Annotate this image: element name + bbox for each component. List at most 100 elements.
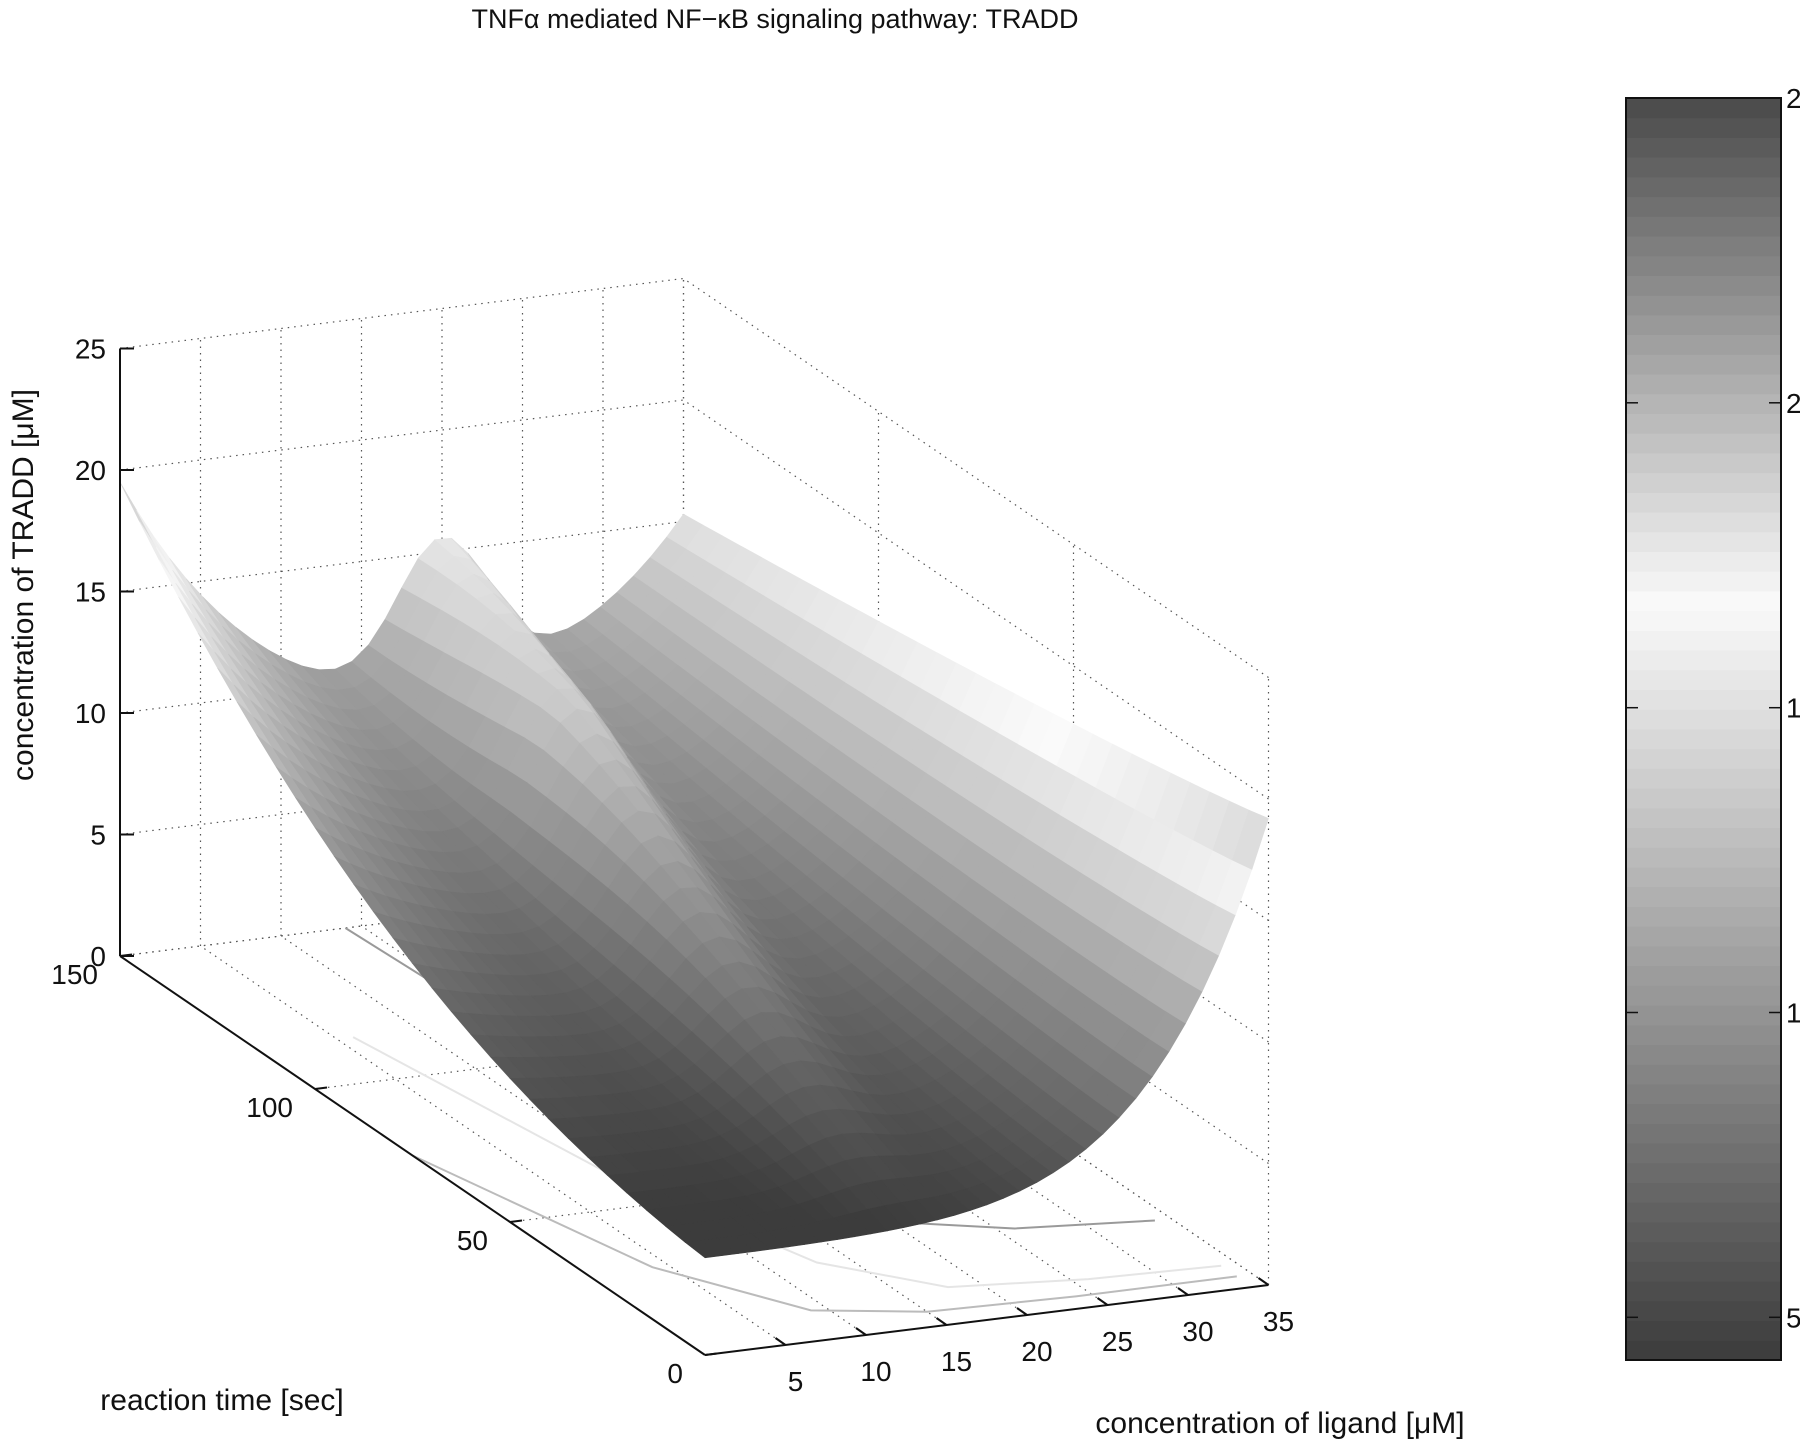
x-tick-mark <box>119 953 133 957</box>
y-tick-label: 30 <box>1182 1316 1213 1347</box>
colorbar-band <box>1626 1300 1781 1321</box>
colorbar-tick-label: 20 <box>1786 388 1800 419</box>
x-tick-label: 150 <box>51 959 98 990</box>
contour-line <box>412 1154 1237 1313</box>
colorbar-band <box>1626 216 1781 237</box>
colorbar-ticks: 5 10 15 20 25 <box>1626 83 1800 1333</box>
colorbar-tick-label: 10 <box>1786 998 1800 1029</box>
colorbar-band <box>1626 433 1781 454</box>
y-axis-label: concentration of ligand [μM] <box>1095 1407 1464 1440</box>
colorbar-band <box>1626 748 1781 769</box>
colorbar-band <box>1626 1340 1781 1361</box>
colorbar-band <box>1626 98 1781 119</box>
colorbar-band <box>1626 886 1781 907</box>
z-tick-label: 10 <box>75 698 106 729</box>
colorbar-band <box>1626 1005 1781 1026</box>
y-tick-mark <box>1177 1287 1189 1296</box>
z-tick-label: 20 <box>75 455 106 486</box>
grid-line <box>683 399 1269 800</box>
y-tick-label: 5 <box>788 1366 804 1397</box>
colorbar-band <box>1626 906 1781 927</box>
grid-line <box>441 915 1028 1316</box>
colorbar-band <box>1626 689 1781 710</box>
colorbar-band <box>1626 512 1781 533</box>
surface-patch <box>1232 809 1269 870</box>
colorbar-band <box>1626 1320 1781 1341</box>
colorbar-band <box>1626 492 1781 513</box>
colorbar-band <box>1626 176 1781 198</box>
z-tick-label: 5 <box>90 820 106 851</box>
z-tick-label: 25 <box>75 334 106 365</box>
grid-line <box>119 399 684 471</box>
colorbar-band <box>1626 295 1781 316</box>
grid-line <box>280 935 867 1336</box>
colorbar-band <box>1626 1044 1781 1065</box>
colorbar-band <box>1626 393 1781 414</box>
colorbar-band <box>1626 610 1781 631</box>
colorbar-band <box>1626 255 1781 276</box>
colorbar-band <box>1626 1064 1781 1085</box>
colorbar-band <box>1626 1202 1781 1223</box>
colorbar-band <box>1626 768 1781 789</box>
contour-line <box>352 1036 1222 1289</box>
x-tick-label: 100 <box>246 1092 293 1123</box>
y-tick-label: 15 <box>941 1346 972 1377</box>
colorbar-band <box>1626 571 1781 592</box>
colorbar-band <box>1626 314 1781 336</box>
x-tick-mark <box>314 1086 328 1090</box>
colorbar: 5 10 15 20 25 <box>1625 83 1800 1361</box>
colorbar-band <box>1626 729 1781 750</box>
colorbar-band <box>1626 196 1781 217</box>
colorbar-band <box>1626 847 1781 868</box>
grid-line <box>200 945 786 1346</box>
y-tick-mark <box>935 1317 948 1326</box>
colorbar-frame <box>1625 97 1782 1361</box>
y-tick-mark <box>1257 1277 1270 1286</box>
y-tick-mark <box>1016 1307 1028 1316</box>
colorbar-band <box>1626 1182 1781 1203</box>
colorbar-band <box>1626 354 1781 375</box>
grid-line <box>119 520 684 593</box>
x-tick-label: 50 <box>457 1225 488 1256</box>
colorbar-band <box>1626 630 1781 651</box>
y-tick-label: 10 <box>860 1356 891 1387</box>
colorbar-band <box>1626 531 1781 552</box>
y-tick-label: 20 <box>1021 1336 1052 1367</box>
tick-labels: 0 5 10 15 20 25 0 50 100 150 5 10 15 20 25 30 35 <box>51 334 1294 1398</box>
y-tick-mark <box>1096 1297 1109 1306</box>
y-tick-mark <box>855 1327 867 1336</box>
colorbar-bands <box>1625 97 1782 1361</box>
colorbar-band <box>1626 1222 1781 1243</box>
colorbar-band <box>1626 1083 1781 1105</box>
colorbar-band <box>1626 945 1781 967</box>
grid-line <box>683 278 1269 678</box>
colorbar-band <box>1626 1123 1781 1144</box>
colorbar-band <box>1626 452 1781 474</box>
z-axis-label: concentration of TRADD [μM] <box>7 389 40 781</box>
colorbar-band <box>1626 650 1781 671</box>
grid-line <box>683 764 1269 1164</box>
colorbar-tick-label: 15 <box>1786 693 1800 724</box>
colorbar-band <box>1626 334 1781 355</box>
colorbar-band <box>1626 1261 1781 1282</box>
chart-title: TNFα mediated NF−κB signaling pathway: T… <box>471 4 1078 34</box>
colorbar-band <box>1626 591 1781 612</box>
x-axis-label: reaction time [sec] <box>100 1384 343 1417</box>
colorbar-band <box>1626 1162 1781 1183</box>
surface-patch <box>139 521 176 584</box>
colorbar-band <box>1626 551 1781 572</box>
z-tick-label: 15 <box>75 577 106 608</box>
colorbar-band <box>1626 807 1781 829</box>
grid-line <box>119 277 684 350</box>
colorbar-band <box>1626 117 1781 138</box>
colorbar-band <box>1626 1241 1781 1262</box>
grid-line <box>683 885 1269 1286</box>
colorbar-band <box>1626 985 1781 1006</box>
colorbar-band <box>1626 137 1781 158</box>
grid-line <box>361 925 947 1326</box>
colorbar-band <box>1626 413 1781 434</box>
y-tick-mark <box>774 1337 787 1346</box>
colorbar-band <box>1626 1281 1781 1302</box>
x-tick-mark <box>704 1352 718 1356</box>
